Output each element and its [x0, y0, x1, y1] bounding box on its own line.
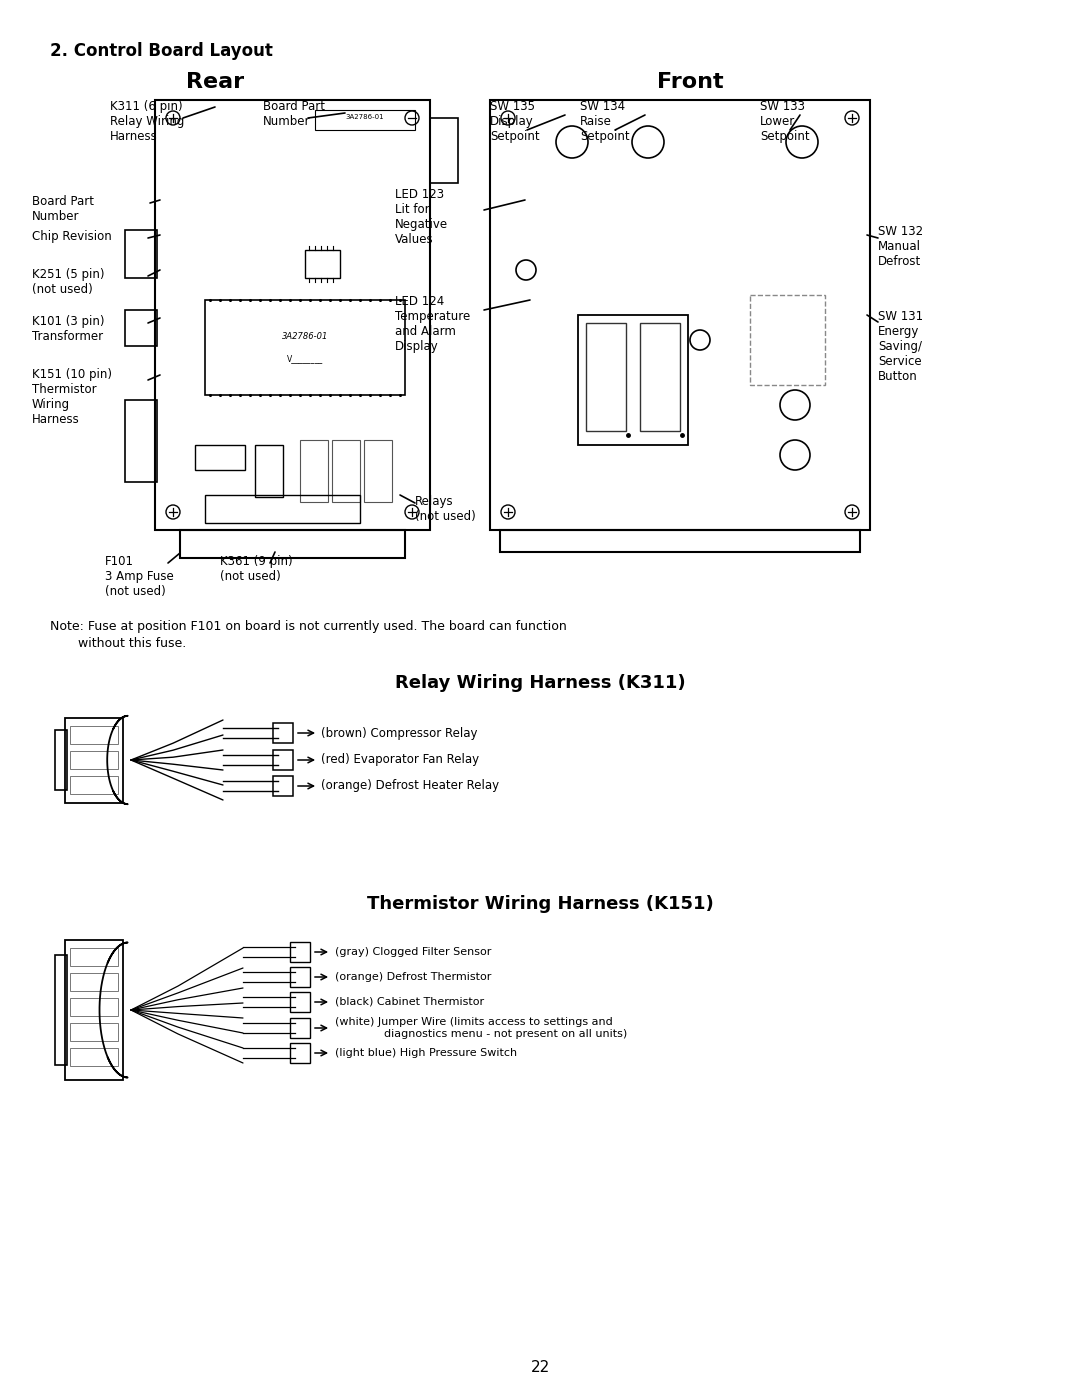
- Text: 3A2786-01: 3A2786-01: [282, 331, 328, 341]
- Text: (gray) Clogged Filter Sensor: (gray) Clogged Filter Sensor: [335, 947, 491, 957]
- Bar: [640, 323, 680, 432]
- Bar: [332, 440, 360, 502]
- Text: without this fuse.: without this fuse.: [50, 637, 186, 650]
- Bar: [70, 972, 118, 990]
- Text: K361 (9 pin)
(not used): K361 (9 pin) (not used): [220, 555, 293, 583]
- Text: (brown) Compressor Relay: (brown) Compressor Relay: [321, 726, 477, 739]
- Bar: [578, 314, 688, 446]
- Bar: [291, 942, 310, 963]
- Text: K151 (10 pin)
Thermistor
Wiring
Harness: K151 (10 pin) Thermistor Wiring Harness: [32, 367, 112, 426]
- Text: (orange) Defrost Thermistor: (orange) Defrost Thermistor: [335, 972, 491, 982]
- Bar: [430, 117, 458, 183]
- Bar: [586, 323, 626, 432]
- Bar: [291, 1044, 310, 1063]
- Bar: [70, 752, 118, 768]
- Bar: [300, 440, 328, 502]
- Text: 2. Control Board Layout: 2. Control Board Layout: [50, 42, 273, 60]
- Bar: [70, 949, 118, 965]
- Text: Relay Wiring Harness (K311): Relay Wiring Harness (K311): [394, 673, 686, 692]
- Bar: [70, 1023, 118, 1041]
- Bar: [255, 446, 283, 497]
- Text: Rear: Rear: [186, 73, 244, 92]
- Bar: [70, 726, 118, 745]
- Text: (red) Evaporator Fan Relay: (red) Evaporator Fan Relay: [321, 753, 480, 767]
- Text: LED 123
Lit for
Negative
Values: LED 123 Lit for Negative Values: [395, 189, 448, 246]
- Text: 3A2786-01: 3A2786-01: [346, 115, 384, 120]
- Bar: [291, 1018, 310, 1038]
- Text: Board Part
Number: Board Part Number: [32, 196, 94, 224]
- Bar: [70, 775, 118, 793]
- Text: SW 132
Manual
Defrost: SW 132 Manual Defrost: [878, 225, 923, 268]
- Bar: [65, 718, 123, 803]
- Text: SW 135
Display
Setpoint: SW 135 Display Setpoint: [490, 101, 540, 142]
- Bar: [305, 250, 340, 278]
- Bar: [205, 300, 405, 395]
- Bar: [291, 967, 310, 988]
- Bar: [125, 400, 157, 482]
- Text: Relays
(not used): Relays (not used): [415, 495, 476, 522]
- Bar: [156, 101, 430, 529]
- Bar: [55, 956, 67, 1065]
- Bar: [315, 110, 415, 130]
- Text: Note: Fuse at position F101 on board is not currently used. The board can functi: Note: Fuse at position F101 on board is …: [50, 620, 567, 633]
- Bar: [180, 529, 405, 557]
- Bar: [364, 440, 392, 502]
- Text: K311 (6 pin)
Relay Wiring
Harness: K311 (6 pin) Relay Wiring Harness: [110, 101, 185, 142]
- Bar: [291, 992, 310, 1011]
- Text: Thermistor Wiring Harness (K151): Thermistor Wiring Harness (K151): [366, 895, 714, 914]
- Text: K251 (5 pin)
(not used): K251 (5 pin) (not used): [32, 268, 105, 296]
- Text: (white) Jumper Wire (limits access to settings and
              diagnostics men: (white) Jumper Wire (limits access to se…: [335, 1017, 627, 1039]
- Bar: [273, 750, 293, 770]
- Bar: [500, 529, 860, 552]
- Bar: [750, 295, 825, 386]
- Bar: [490, 101, 870, 529]
- Text: 22: 22: [530, 1361, 550, 1375]
- Text: (orange) Defrost Heater Relay: (orange) Defrost Heater Relay: [321, 780, 499, 792]
- Text: K101 (3 pin)
Transformer: K101 (3 pin) Transformer: [32, 314, 105, 344]
- Bar: [125, 231, 157, 278]
- Text: LED 124
Temperature
and Alarm
Display: LED 124 Temperature and Alarm Display: [395, 295, 470, 353]
- Bar: [70, 1048, 118, 1066]
- Bar: [195, 446, 245, 469]
- Bar: [273, 775, 293, 796]
- Bar: [55, 731, 67, 789]
- Text: Board Part
Number: Board Part Number: [264, 101, 325, 129]
- Text: (black) Cabinet Thermistor: (black) Cabinet Thermistor: [335, 997, 484, 1007]
- Bar: [125, 310, 157, 346]
- Text: V________: V________: [287, 355, 323, 363]
- Text: SW 134
Raise
Setpoint: SW 134 Raise Setpoint: [580, 101, 630, 142]
- Text: Chip Revision: Chip Revision: [32, 231, 111, 243]
- Bar: [273, 724, 293, 743]
- Text: F101
3 Amp Fuse
(not used): F101 3 Amp Fuse (not used): [105, 555, 174, 598]
- Text: (light blue) High Pressure Switch: (light blue) High Pressure Switch: [335, 1048, 517, 1058]
- Bar: [70, 997, 118, 1016]
- Bar: [205, 495, 360, 522]
- Text: SW 133
Lower
Setpoint: SW 133 Lower Setpoint: [760, 101, 810, 142]
- Text: SW 131
Energy
Saving/
Service
Button: SW 131 Energy Saving/ Service Button: [878, 310, 923, 383]
- Text: Front: Front: [657, 73, 724, 92]
- Bar: [65, 940, 123, 1080]
